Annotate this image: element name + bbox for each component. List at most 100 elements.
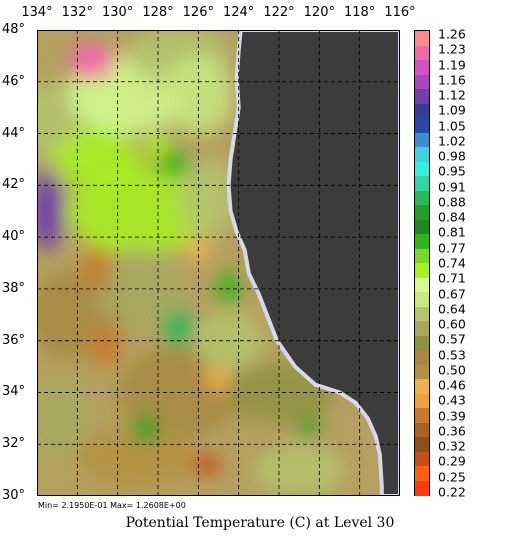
colorbar-swatch [415,379,429,395]
colorbar-label: 0.84 [438,209,466,225]
colorbar-swatch [415,480,429,496]
colorbar-label: 0.22 [438,484,466,500]
colorbar-label: 0.57 [438,331,466,347]
longitude-label: 124° [222,5,255,20]
temperature-patch [52,129,143,190]
colorbar-swatch [415,31,429,47]
colorbar-label: 0.29 [438,453,466,469]
colorbar-label: 1.19 [438,57,466,73]
longitude-label: 126° [182,5,214,20]
colorbar-swatch [415,393,429,409]
colorbar-label: 0.77 [438,240,466,256]
temperature-patch [77,427,198,488]
colorbar-swatch [415,248,429,264]
longitude-label: 120° [303,5,335,20]
colorbar-label: 0.74 [438,255,466,271]
colorbar-swatch [415,350,429,366]
colorbar-label: 0.81 [438,224,466,240]
colorbar-label: 0.98 [438,148,466,164]
latitude-label: 46° [2,73,26,89]
colorbar-swatch [415,74,429,90]
colorbar-swatch [415,234,429,250]
colorbar-swatch [415,89,429,105]
colorbar-swatch [415,306,429,322]
colorbar-label: 1.26 [438,26,466,42]
colorbar-swatch [415,451,429,467]
colorbar-label: 1.16 [438,72,466,88]
colorbar-swatch [415,132,429,148]
latitude-label: 44° [2,125,26,141]
colorbar-swatch [415,176,429,192]
temperature-feature [206,367,231,392]
latitude-label: 34° [2,384,26,400]
lat-lon-grid [37,30,400,496]
colorbar-swatch [415,408,429,424]
longitude-label: 134° [21,5,53,20]
temperature-feature [131,414,160,443]
colorbar-swatch [415,161,429,177]
longitude-label: 128° [142,5,174,20]
colorbar-label: 0.32 [438,438,466,454]
latitude-label: 32° [2,436,26,452]
colorbar-label: 0.60 [438,316,466,332]
colorbar-swatch [415,321,429,337]
colorbar-label: 0.71 [438,270,466,286]
colorbar-swatch [415,103,429,119]
latitude-label: 38° [2,280,26,296]
plot-area [37,30,400,496]
colorbar-swatch [415,292,429,308]
longitude-label: 116° [384,5,416,20]
colorbar-swatch [415,118,429,134]
temperature-feature [85,246,110,291]
colorbar-label: 0.25 [438,469,466,485]
colorbar-label: 1.09 [438,102,466,118]
latitude-label: 48° [2,22,26,37]
temperature-feature [69,43,114,80]
latitude-label: 40° [2,229,26,245]
longitude-label: 118° [343,5,376,20]
colorbar-label: 0.46 [438,377,466,393]
colorbar-label: 1.05 [438,118,466,134]
temperature-patch [178,158,239,239]
colorbar-swatch [415,219,429,235]
colorbar-label: 1.02 [438,133,466,149]
colorbar-swatch [415,147,429,163]
colorbar [414,30,430,496]
colorbar-swatch [415,60,429,76]
colorbar-label: 0.50 [438,362,466,378]
colorbar-swatch [415,364,429,380]
colorbar-label: 0.95 [438,163,466,179]
colorbar-swatch [415,45,429,61]
latitude-label: 42° [2,177,26,193]
longitude-label: 130° [101,5,134,20]
temperature-feature [164,307,193,348]
temperature-feature [192,454,221,475]
colorbar-label: 1.23 [438,41,466,57]
colorbar-label: 0.64 [438,301,466,317]
plot-frame [37,30,400,496]
temperature-patch [37,378,93,459]
map-title: Potential Temperature (C) at Level 30 [125,515,395,531]
colorbar-label: 0.88 [438,194,466,210]
latitude-label: 30° [2,488,26,503]
longitude-label: 122° [263,5,295,20]
colorbar-swatch [415,205,429,221]
colorbar-swatch [415,437,429,453]
colorbar-swatch [415,263,429,279]
temperature-patch [254,445,345,496]
land-mask [226,30,400,496]
temperature-feature [146,134,170,159]
colorbar-label: 0.67 [438,286,466,302]
colorbar-label: 0.43 [438,392,466,408]
temperature-feature [95,323,120,368]
temperature-feature [37,171,62,252]
colorbar-swatch [415,466,429,482]
temperature-feature [160,150,189,179]
colorbar-label: 1.12 [438,87,466,103]
colorbar-label: 0.91 [438,179,466,195]
colorbar-swatch [415,190,429,206]
min-max-text: Min= 2.1950E-01 Max= 1.2608E+00 [38,501,186,510]
colorbar-label: 0.39 [438,408,466,424]
temperature-feature [299,416,320,437]
